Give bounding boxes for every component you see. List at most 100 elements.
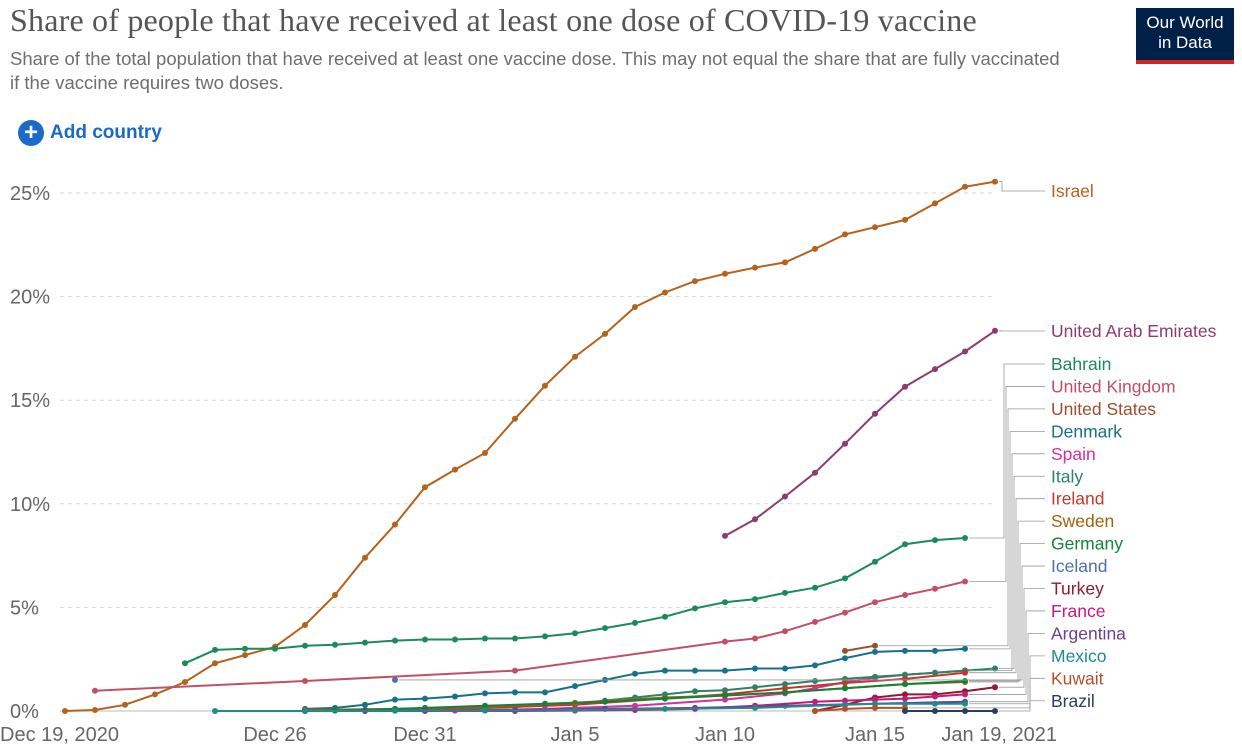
series-mexico <box>212 700 968 714</box>
data-point <box>932 693 938 700</box>
leader-line <box>399 565 1045 681</box>
series-label-sweden: Sweden <box>1051 511 1114 531</box>
series-line <box>304 680 966 712</box>
data-point <box>902 681 908 688</box>
data-point <box>542 700 548 707</box>
series-label-france: France <box>1051 601 1105 621</box>
series-bahrain <box>182 535 968 667</box>
leader-line <box>969 520 1045 683</box>
leader-line <box>999 700 1045 712</box>
data-point <box>572 630 578 637</box>
x-tick-label: Dec 26 <box>243 724 306 746</box>
data-point <box>872 704 878 711</box>
data-point <box>842 655 848 662</box>
data-point <box>632 702 638 709</box>
data-point <box>782 628 788 635</box>
owid-logo[interactable]: Our World in Data <box>1136 8 1234 64</box>
series-iceland <box>392 676 398 683</box>
data-point <box>842 575 848 582</box>
data-point <box>842 440 848 447</box>
data-point <box>452 466 458 473</box>
data-point <box>572 683 578 690</box>
data-point <box>902 675 908 682</box>
data-point <box>422 695 428 702</box>
data-point <box>962 578 968 585</box>
data-point <box>812 678 818 684</box>
leader-line <box>969 363 1045 539</box>
data-point <box>902 541 908 548</box>
series-label-spain: Spain <box>1051 444 1096 464</box>
series-label-united-kingdom: United Kingdom <box>1051 376 1176 396</box>
data-point <box>722 692 728 699</box>
data-point <box>392 637 398 644</box>
data-point <box>692 605 698 612</box>
data-point <box>362 639 368 646</box>
x-tick-label: Jan 19, 2021 <box>941 724 1057 746</box>
data-point <box>842 675 848 682</box>
series-line <box>64 180 996 712</box>
data-point <box>752 635 758 642</box>
data-point <box>812 584 818 591</box>
data-point <box>932 669 938 676</box>
data-point <box>752 264 758 271</box>
data-point <box>692 278 698 285</box>
data-point <box>842 705 848 712</box>
data-point <box>812 698 818 705</box>
leader-line <box>969 430 1045 650</box>
data-point <box>722 599 728 606</box>
data-point <box>812 469 818 476</box>
data-point <box>482 450 488 456</box>
data-point <box>92 707 98 713</box>
data-point <box>812 618 818 625</box>
data-point <box>842 685 848 692</box>
data-point <box>512 689 518 696</box>
series-label-iceland: Iceland <box>1051 556 1107 576</box>
leader-line <box>969 610 1045 695</box>
data-point <box>302 708 308 714</box>
data-point <box>452 693 458 700</box>
data-point <box>962 678 968 684</box>
data-point <box>512 635 518 642</box>
data-point <box>932 585 938 592</box>
data-point <box>662 667 668 674</box>
series-label-mexico: Mexico <box>1051 646 1106 666</box>
data-point <box>752 516 758 523</box>
data-point <box>962 348 968 355</box>
plus-circle-icon: + <box>18 120 44 146</box>
leader-line <box>999 475 1045 669</box>
data-point <box>122 701 128 708</box>
data-point <box>722 638 728 645</box>
data-point <box>992 327 998 334</box>
x-tick-label: Dec 31 <box>393 724 456 746</box>
series-label-israel: Israel <box>1051 181 1094 201</box>
data-point <box>452 636 458 643</box>
data-point <box>392 707 398 714</box>
logo-line-2: in Data <box>1158 33 1212 52</box>
x-tick-label: Dec 19, 2020 <box>0 724 119 746</box>
data-point <box>752 704 758 711</box>
data-point <box>842 647 848 654</box>
y-tick-label: 15% <box>10 390 50 412</box>
data-point <box>692 688 698 695</box>
data-point <box>842 680 848 686</box>
data-point <box>722 532 728 539</box>
data-point <box>632 619 638 626</box>
data-point <box>62 708 68 714</box>
series-line <box>724 329 996 537</box>
data-point <box>662 289 668 296</box>
x-axis: Dec 19, 2020 Dec 26 Dec 31 Jan 5 Jan 10 Jan 1… <box>0 724 1057 746</box>
data-point <box>602 330 608 337</box>
data-point <box>782 685 788 692</box>
add-country-button[interactable]: + Add country <box>18 120 162 146</box>
logo-accent-bar <box>1136 60 1234 64</box>
data-point <box>902 592 908 598</box>
data-point <box>512 415 518 422</box>
data-point <box>962 645 968 652</box>
data-point <box>92 687 98 694</box>
data-point <box>782 681 788 688</box>
data-point <box>992 178 998 185</box>
data-point <box>752 684 758 691</box>
data-point <box>902 383 908 390</box>
y-tick-label: 0% <box>10 701 39 723</box>
